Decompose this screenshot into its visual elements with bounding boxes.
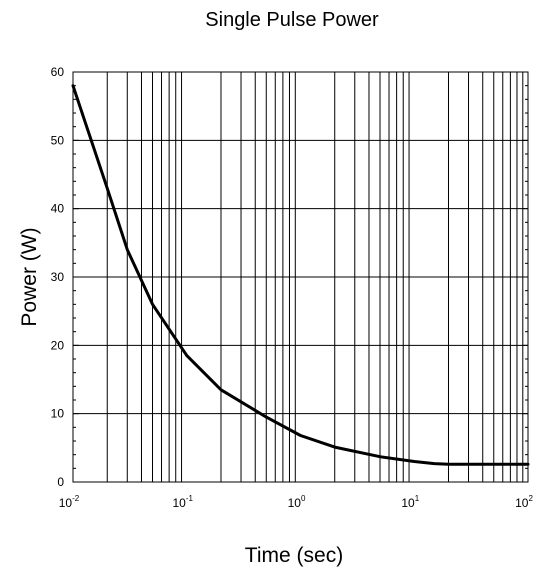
plot-frame xyxy=(72,71,529,483)
x-tick-label: 10-1 xyxy=(173,494,194,510)
chart-title: Single Pulse Power xyxy=(205,9,379,31)
x-tick-label: 100 xyxy=(288,494,306,510)
x-tick-label: 102 xyxy=(515,494,533,510)
y-axis-label: Power (W) xyxy=(18,227,41,326)
y-tick-labels: 0 10 20 30 40 50 60 xyxy=(51,65,65,489)
y-tick-label: 50 xyxy=(51,133,65,147)
y-tick-label: 30 xyxy=(51,270,65,284)
y-tick-label: 60 xyxy=(51,65,65,79)
series-layer xyxy=(71,84,530,466)
series-line xyxy=(71,84,530,466)
x-tick-labels: 10-2 10-1 100 101 102 xyxy=(59,494,534,510)
y-tick-label: 40 xyxy=(51,202,65,216)
x-tick-label: 101 xyxy=(401,494,419,510)
grid xyxy=(73,72,528,482)
x-axis-label: Time (sec) xyxy=(245,544,343,567)
y-tick-label: 0 xyxy=(57,475,64,489)
x-tick-label: 10-2 xyxy=(59,494,80,510)
y-tick-label: 10 xyxy=(51,407,65,421)
y-tick-label: 20 xyxy=(51,338,65,352)
